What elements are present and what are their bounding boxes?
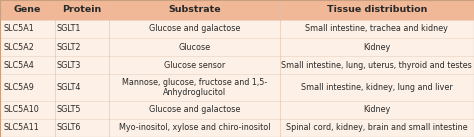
- Text: Kidney: Kidney: [363, 43, 391, 52]
- Text: Small intestine, kidney, lung and liver: Small intestine, kidney, lung and liver: [301, 83, 453, 92]
- Text: SGLT4: SGLT4: [57, 83, 81, 92]
- Text: Substrate: Substrate: [168, 5, 221, 14]
- Bar: [0, 101, 474, 119]
- Text: Mannose, glucose, fructose and 1,5-
Anhydroglucitol: Mannose, glucose, fructose and 1,5- Anhy…: [122, 78, 267, 97]
- Bar: [0, 74, 474, 101]
- Text: SGLT3: SGLT3: [57, 61, 81, 70]
- Text: Small intestine, lung, uterus, thyroid and testes: Small intestine, lung, uterus, thyroid a…: [282, 61, 472, 70]
- Bar: [0, 119, 474, 137]
- Bar: [0, 0, 474, 20]
- Text: Small intestine, trachea and kidney: Small intestine, trachea and kidney: [305, 24, 448, 33]
- Bar: [0, 38, 474, 56]
- Text: SLC5A11: SLC5A11: [4, 123, 39, 132]
- Text: SLC5A10: SLC5A10: [4, 105, 39, 114]
- Text: Kidney: Kidney: [363, 105, 391, 114]
- Bar: [0, 20, 474, 38]
- Text: Spinal cord, kidney, brain and small intestine: Spinal cord, kidney, brain and small int…: [286, 123, 468, 132]
- Text: Protein: Protein: [62, 5, 101, 14]
- Text: Tissue distribution: Tissue distribution: [327, 5, 427, 14]
- Text: Gene: Gene: [14, 5, 41, 14]
- Text: Myo-inositol, xylose and chiro-inositol: Myo-inositol, xylose and chiro-inositol: [118, 123, 270, 132]
- Text: Glucose and galactose: Glucose and galactose: [149, 24, 240, 33]
- Text: SGLT2: SGLT2: [57, 43, 82, 52]
- Text: Glucose and galactose: Glucose and galactose: [149, 105, 240, 114]
- Text: SLC5A4: SLC5A4: [4, 61, 35, 70]
- Text: SGLT5: SGLT5: [57, 105, 82, 114]
- Text: SLC5A1: SLC5A1: [4, 24, 35, 33]
- Text: SLC5A9: SLC5A9: [4, 83, 35, 92]
- Text: SGLT6: SGLT6: [57, 123, 81, 132]
- Bar: [0, 56, 474, 74]
- Text: Glucose sensor: Glucose sensor: [164, 61, 225, 70]
- Text: SLC5A2: SLC5A2: [4, 43, 35, 52]
- Text: Glucose: Glucose: [178, 43, 210, 52]
- Text: SGLT1: SGLT1: [57, 24, 81, 33]
